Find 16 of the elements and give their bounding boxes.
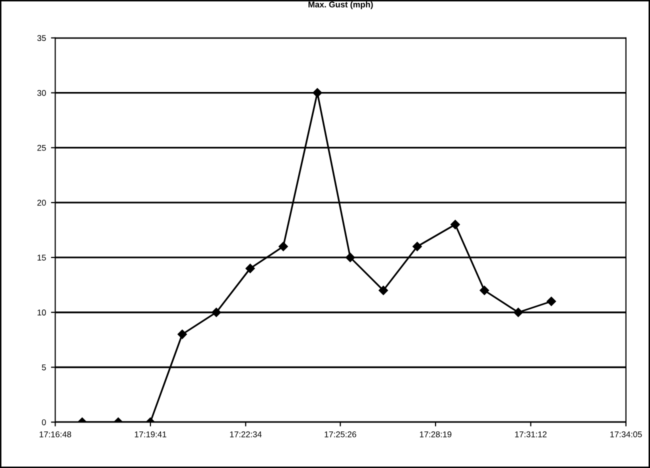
x-tick-label: 17:25:26 [324,431,356,438]
y-tick-label: 5 [42,364,46,370]
x-tick-label: 17:31:12 [515,431,547,438]
y-tick-label: 10 [38,310,46,316]
x-tick-label: 17:28:19 [420,431,452,438]
y-tick-label: 0 [42,419,46,426]
y-tick-label: 35 [37,35,46,42]
chart-title: Max. Gust (mph) [308,1,373,10]
y-tick-label: 20 [37,200,46,206]
y-tick-label: 25 [37,144,46,151]
y-tick-label: 30 [37,90,46,96]
x-tick-label: 17:22:34 [230,431,262,438]
x-tick-label: 17:34:05 [610,431,642,438]
y-tick-label: 15 [38,254,46,261]
x-tick-label: 17:19:41 [134,431,166,438]
x-tick-label: 17:16:48 [40,431,72,438]
